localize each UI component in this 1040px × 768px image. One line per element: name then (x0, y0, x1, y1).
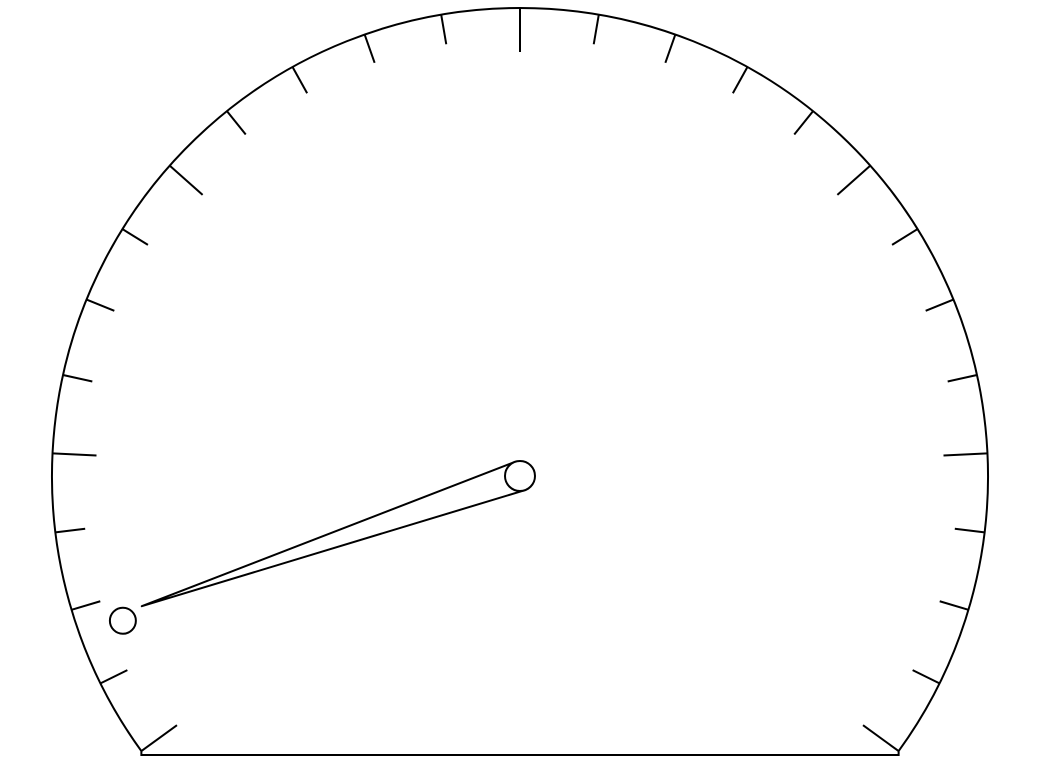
gauge-outline (52, 8, 988, 755)
gauge-hub (505, 461, 535, 491)
gauge-diagram (0, 0, 1040, 768)
gauge-tip-circle (110, 608, 136, 634)
